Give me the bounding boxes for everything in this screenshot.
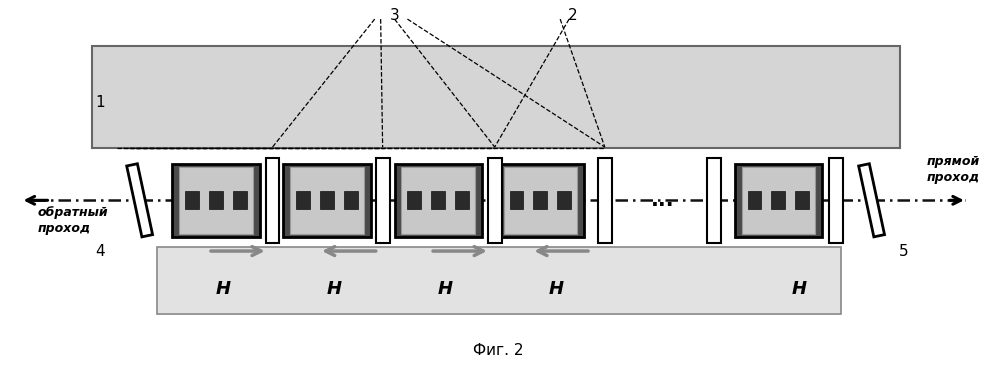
Bar: [735, 164, 822, 237]
Bar: [488, 158, 502, 243]
Bar: [557, 191, 571, 209]
Bar: [407, 191, 421, 209]
Text: 1: 1: [95, 95, 105, 110]
Bar: [209, 191, 223, 209]
Bar: [92, 46, 900, 148]
Text: 4: 4: [95, 244, 105, 259]
Text: H: H: [326, 280, 341, 298]
Bar: [455, 191, 469, 209]
Bar: [173, 164, 259, 237]
Text: 2: 2: [568, 8, 578, 23]
Text: Фиг. 2: Фиг. 2: [473, 343, 524, 358]
Bar: [707, 158, 721, 243]
Text: H: H: [791, 280, 806, 298]
Bar: [748, 191, 761, 209]
Bar: [344, 191, 358, 209]
Bar: [510, 191, 524, 209]
Bar: [186, 191, 200, 209]
Text: H: H: [216, 280, 231, 298]
Bar: [233, 191, 247, 209]
Bar: [375, 158, 389, 243]
Bar: [320, 191, 334, 209]
Bar: [394, 164, 482, 237]
Polygon shape: [127, 164, 153, 237]
Bar: [533, 191, 547, 209]
Bar: [283, 164, 370, 237]
Bar: [157, 247, 841, 315]
Text: 5: 5: [898, 244, 908, 259]
Bar: [290, 167, 364, 234]
Bar: [296, 191, 310, 209]
Text: прямой
проход: прямой проход: [927, 155, 980, 184]
Text: ...: ...: [651, 190, 674, 210]
Bar: [431, 191, 445, 209]
Bar: [829, 158, 843, 243]
Bar: [497, 164, 584, 237]
Bar: [401, 167, 475, 234]
Bar: [742, 167, 815, 234]
Bar: [771, 191, 785, 209]
Bar: [504, 167, 577, 234]
Text: 3: 3: [389, 8, 399, 23]
Polygon shape: [858, 164, 884, 237]
Bar: [265, 158, 279, 243]
Text: H: H: [437, 280, 453, 298]
Bar: [795, 191, 809, 209]
Bar: [180, 167, 252, 234]
Text: H: H: [549, 280, 564, 298]
Bar: [598, 158, 612, 243]
Text: обратный
проход: обратный проход: [38, 206, 108, 235]
